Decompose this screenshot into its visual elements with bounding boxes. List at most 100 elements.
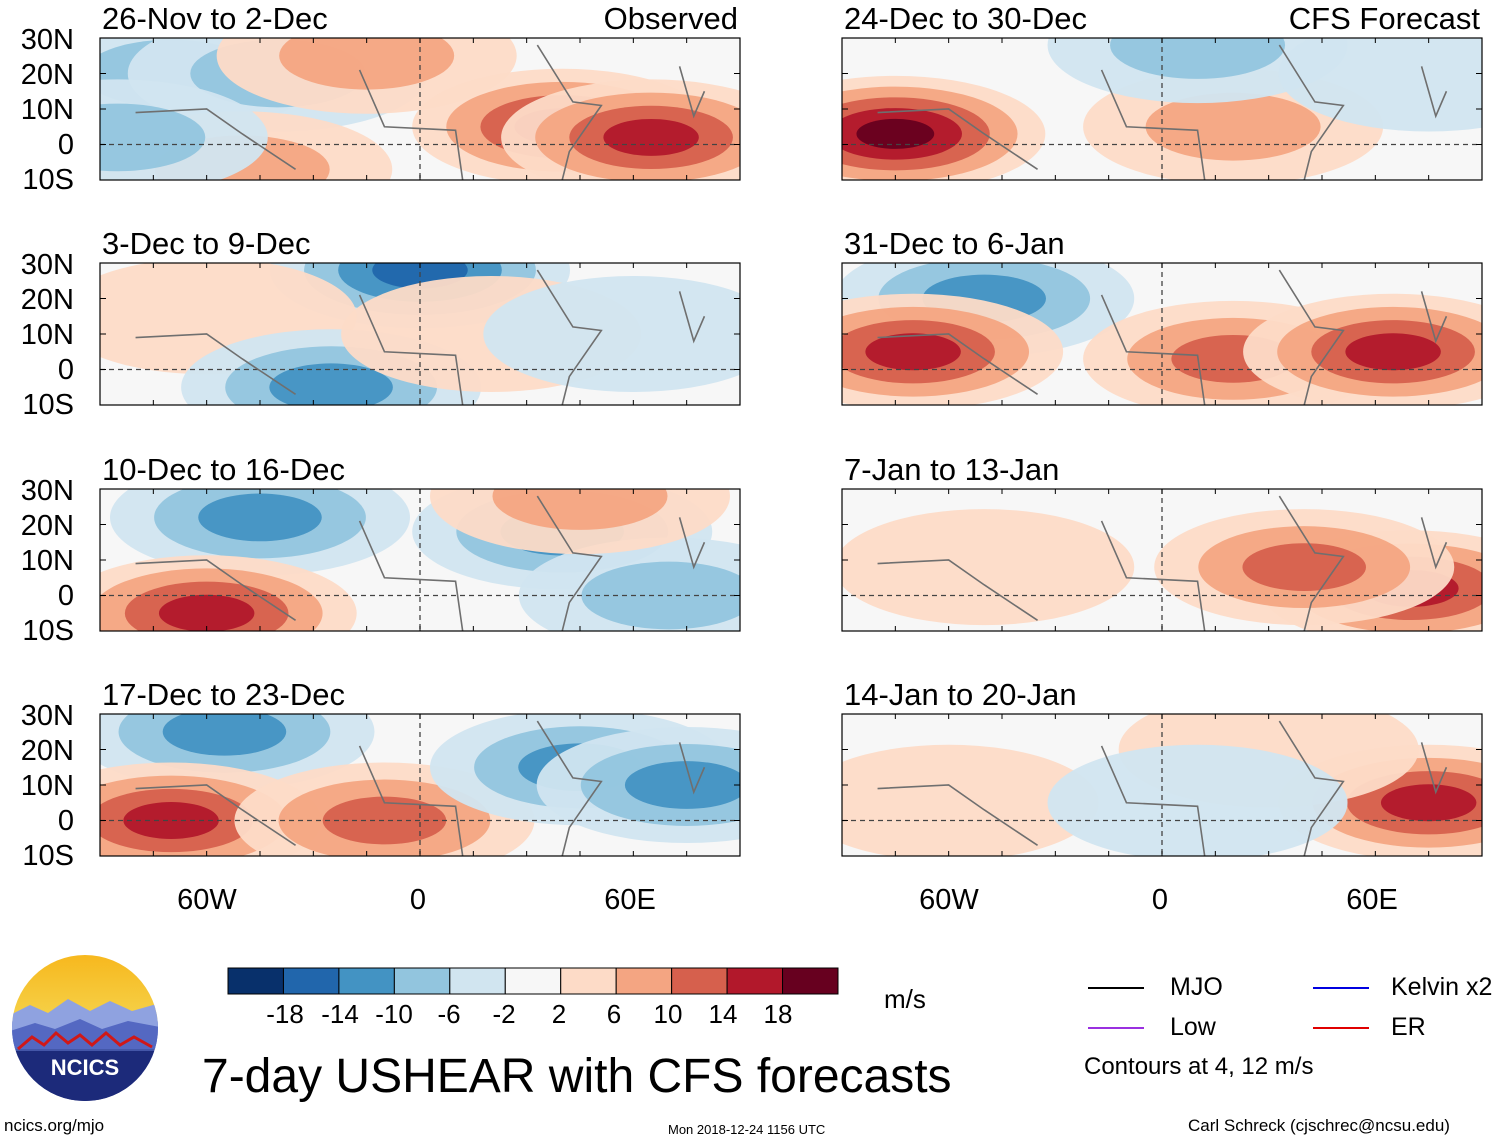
coastline xyxy=(135,269,706,406)
colorbar-swatch xyxy=(282,967,340,995)
panel-frame xyxy=(99,713,741,857)
panel-frame xyxy=(841,488,1483,632)
lon-label-left: 60W xyxy=(177,884,237,916)
anomaly-blob xyxy=(1110,38,1286,79)
panel-frame xyxy=(841,262,1483,406)
column-title-forecast: CFS Forecast xyxy=(1288,1,1480,36)
anomaly-blob xyxy=(269,363,393,405)
map-panel-7 xyxy=(841,488,1483,632)
lon-label-right: 60E xyxy=(1346,884,1398,916)
lat-label: 20N xyxy=(20,284,74,316)
panel-5-period: 24-Dec to 30-Dec xyxy=(844,1,1087,36)
panel-2-period: 3-Dec to 9-Dec xyxy=(102,226,311,261)
anomaly-blob xyxy=(483,276,740,392)
lat-label: 0 xyxy=(57,354,74,386)
panel-6-period: 31-Dec to 6-Jan xyxy=(844,226,1065,261)
colorbar-swatch xyxy=(338,967,395,995)
panel-4: 17-Dec to 23-Dec xyxy=(99,679,741,857)
ncics-logo: NCICS xyxy=(12,955,158,1101)
anomaly-blob xyxy=(198,493,322,542)
map-panel-2 xyxy=(99,262,741,406)
lat-label: 20N xyxy=(20,59,74,91)
map-panel-5 xyxy=(841,37,1483,181)
anomaly-blob xyxy=(158,594,255,631)
legend-label-low: Low xyxy=(1170,1013,1216,1041)
colorbar-swatch xyxy=(227,967,284,995)
panel-7-period: 7-Jan to 13-Jan xyxy=(844,452,1060,487)
figure-title: 7-day USHEAR with CFS forecasts xyxy=(202,1050,952,1103)
coastline xyxy=(877,44,1448,181)
legend-line-low xyxy=(1088,1027,1144,1029)
shading-layer xyxy=(842,489,1482,631)
colorbar-tick: 2 xyxy=(551,999,567,1029)
panel-4-period: 17-Dec to 23-Dec xyxy=(102,677,345,712)
colorbar-tick: -14 xyxy=(321,999,359,1029)
colorbar-tick: 14 xyxy=(708,999,738,1029)
colorbar-swatch xyxy=(393,967,451,995)
lat-label: 0 xyxy=(57,129,74,161)
anomaly-blob xyxy=(1145,92,1321,161)
colorbar-tick: -2 xyxy=(492,999,516,1029)
panel-1-period: 26-Nov to 2-Dec xyxy=(102,1,328,36)
anomaly-blob xyxy=(1242,543,1366,591)
colorbar-swatch xyxy=(671,967,728,995)
lat-label: 30N xyxy=(20,700,74,732)
panel-5: 24-Dec to 30-Dec CFS Forecast xyxy=(841,3,1483,181)
panel-frame xyxy=(99,37,741,181)
map-panel-3 xyxy=(99,488,741,632)
logo-red-ridge xyxy=(17,1030,153,1051)
panel-3-period: 10-Dec to 16-Dec xyxy=(102,452,345,487)
contour-note: Contours at 4, 12 m/s xyxy=(1084,1053,1314,1080)
colorbar-tick: 6 xyxy=(606,999,622,1029)
colorbar-tick: -6 xyxy=(437,999,461,1029)
anomaly-blob xyxy=(856,118,935,149)
anomaly-blob xyxy=(492,489,668,530)
lat-label: 10N xyxy=(20,770,74,802)
panel-8-period: 14-Jan to 20-Jan xyxy=(844,677,1077,712)
colorbar-tick: -10 xyxy=(375,999,413,1029)
map-panel-8 xyxy=(841,713,1483,857)
shading-layer xyxy=(100,38,740,180)
website-link[interactable]: ncics.org/mjo xyxy=(4,1116,105,1135)
colorbar-tick: -18 xyxy=(266,999,304,1029)
colorbar-swatch xyxy=(782,967,839,995)
credit: Carl Schreck (cjschrec@ncsu.edu) xyxy=(1188,1116,1450,1135)
panel-frame xyxy=(99,262,741,406)
coastline xyxy=(135,44,706,181)
lat-label: 10S xyxy=(22,840,74,872)
colorbar-swatch xyxy=(560,967,617,995)
column-title-observed: Observed xyxy=(603,1,738,36)
anomaly-blob xyxy=(624,761,740,809)
anomaly-blob xyxy=(842,509,1135,626)
legend-line-kelvin xyxy=(1313,987,1369,989)
coastline xyxy=(135,720,706,857)
colorbar-swatch xyxy=(726,967,784,995)
legend-label-kelvin: Kelvin x2 xyxy=(1391,973,1493,1001)
lon-label-left: 60E xyxy=(604,884,656,916)
anomaly-blob xyxy=(100,103,206,172)
legend-label-mjo: MJO xyxy=(1170,973,1223,1001)
panel-frame xyxy=(841,713,1483,857)
anomaly-blob xyxy=(322,796,447,845)
lat-label: 10S xyxy=(22,164,74,196)
panel-frame xyxy=(841,37,1483,181)
lon-label-left: 0 xyxy=(409,884,427,916)
lat-label: 30N xyxy=(20,475,74,507)
coastline xyxy=(877,495,1448,632)
coastline xyxy=(877,720,1448,857)
lat-label: 10N xyxy=(20,94,74,126)
anomaly-blob xyxy=(1047,744,1348,856)
legend-line-er xyxy=(1313,1027,1369,1029)
colorbar-swatch xyxy=(449,967,506,995)
anomaly-blob xyxy=(603,118,699,156)
lat-label: 20N xyxy=(20,735,74,767)
lat-label: 10S xyxy=(22,389,74,421)
anomaly-blob xyxy=(1345,333,1441,371)
lon-label-right: 0 xyxy=(1151,884,1169,916)
panel-7: 7-Jan to 13-Jan xyxy=(841,454,1483,632)
anomaly-blob xyxy=(1278,38,1482,132)
anomaly-blob xyxy=(162,714,287,756)
anomaly-blob xyxy=(123,802,219,839)
lat-label: 30N xyxy=(20,249,74,281)
coastline xyxy=(135,495,706,632)
